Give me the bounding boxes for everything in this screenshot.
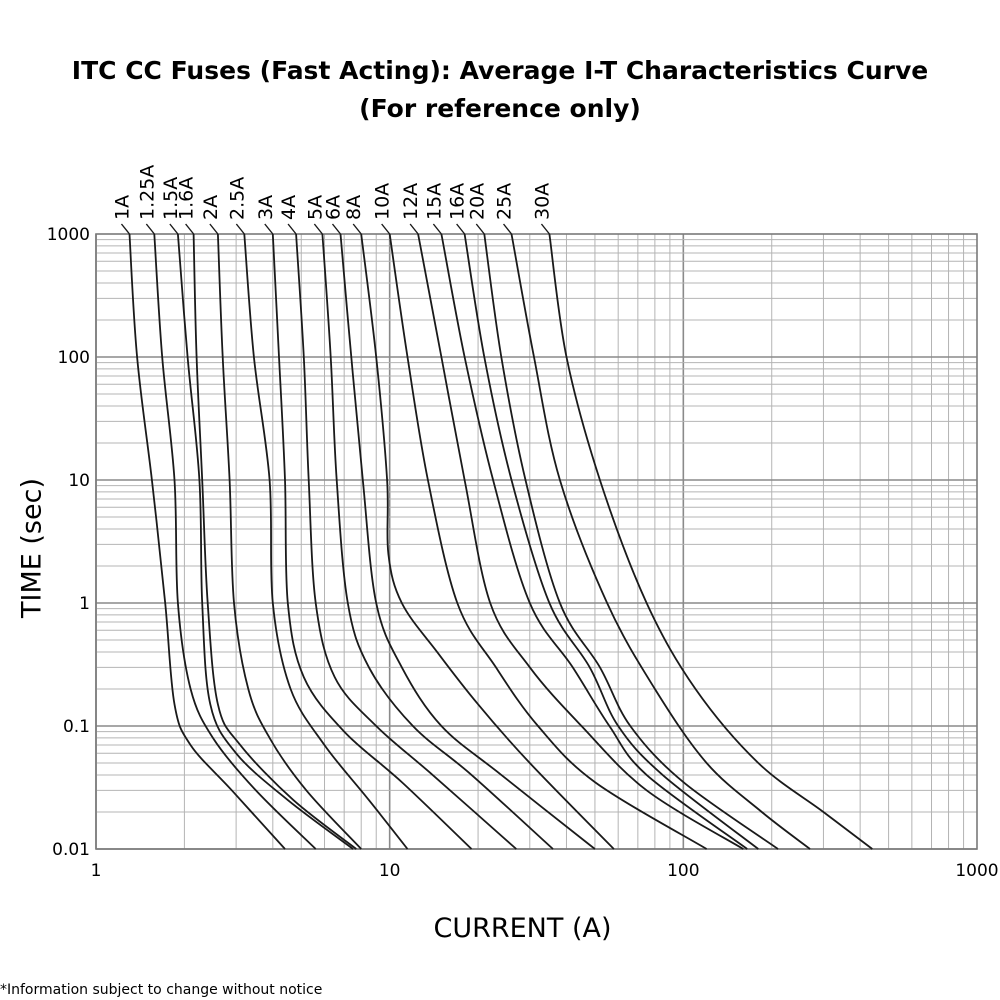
y-tick-label: 10 <box>68 471 90 491</box>
series-leader <box>120 223 131 235</box>
curve-20a <box>483 233 779 850</box>
series-label: 20A <box>466 183 488 220</box>
y-tick-label: 100 <box>58 348 90 368</box>
curve-10a <box>388 233 708 850</box>
series-leader <box>475 223 485 235</box>
series-leader <box>264 223 274 235</box>
curve-1.6a <box>192 233 357 850</box>
chart-subtitle: (For reference only) <box>359 94 641 123</box>
curve-8a <box>360 233 615 850</box>
y-tick-label: 1 <box>79 594 90 614</box>
series-label: 1.5A <box>160 177 182 220</box>
curve-3a <box>271 233 473 850</box>
curve-1.5a <box>177 233 354 850</box>
series-leader <box>352 223 362 235</box>
curve-6a <box>339 233 596 850</box>
series-leader <box>209 223 219 235</box>
series-leader <box>432 223 442 235</box>
series-label: 5A <box>304 195 326 220</box>
series-label: 15A <box>423 183 445 220</box>
plot-frame <box>95 233 978 850</box>
footnote: *Information subject to change without n… <box>0 982 323 998</box>
curve-4a <box>295 233 517 850</box>
series-label: 1.6A <box>176 177 198 220</box>
grid <box>95 233 978 850</box>
series-label: 3A <box>255 195 277 220</box>
curve-12a <box>417 233 744 850</box>
x-axis-label: CURRENT (A) <box>433 913 612 944</box>
series-leader <box>287 223 297 235</box>
series-label: 10A <box>372 183 394 220</box>
x-tick-label: 1000 <box>955 861 998 881</box>
series-label: 4A <box>278 195 300 220</box>
series-leader <box>169 223 179 235</box>
x-tick-label: 100 <box>667 861 699 881</box>
series-label: 30A <box>531 183 553 220</box>
curve-2.5a <box>243 233 409 850</box>
series-label: 25A <box>494 183 516 220</box>
series-leader <box>409 223 419 235</box>
curve-25a <box>510 233 811 850</box>
curve-16a <box>463 233 759 850</box>
tick-labels: 1 10 100 1000 0.01 0.1 1 10 100 1000 <box>47 225 999 881</box>
curve-2a <box>217 233 362 850</box>
x-tick-label: 10 <box>379 861 401 881</box>
series-leader <box>313 223 323 235</box>
series-label: 12A <box>400 183 422 220</box>
curves <box>128 233 873 850</box>
chart-title: ITC CC Fuses (Fast Acting): Average I-T … <box>71 56 929 85</box>
series-label: 16A <box>447 183 469 220</box>
series-leader <box>145 223 155 235</box>
curve-5a <box>321 233 554 850</box>
y-axis-label: TIME (sec) <box>16 478 48 618</box>
series-label: 1.25A <box>136 165 158 220</box>
series-leader <box>502 223 513 235</box>
y-tick-label: 0.1 <box>63 717 90 737</box>
series-leader <box>540 223 550 235</box>
y-tick-label: 0.01 <box>52 840 90 860</box>
series-leader <box>331 223 342 235</box>
series-label: 2.5A <box>226 177 248 220</box>
curve-1.25a <box>153 233 317 850</box>
y-tick-label: 1000 <box>47 225 90 245</box>
series-label: 8A <box>343 195 365 220</box>
curve-1a <box>128 233 286 850</box>
curve-15a <box>440 233 748 850</box>
series-leader <box>235 223 245 235</box>
series-leader <box>381 223 391 235</box>
curve-30a <box>548 233 873 850</box>
series-label: 2A <box>200 195 222 220</box>
series-leader <box>456 223 466 235</box>
series-label: 1A <box>111 195 133 220</box>
x-tick-label: 1 <box>91 861 102 881</box>
series-label: 6A <box>322 195 344 220</box>
series-leader <box>185 223 195 235</box>
